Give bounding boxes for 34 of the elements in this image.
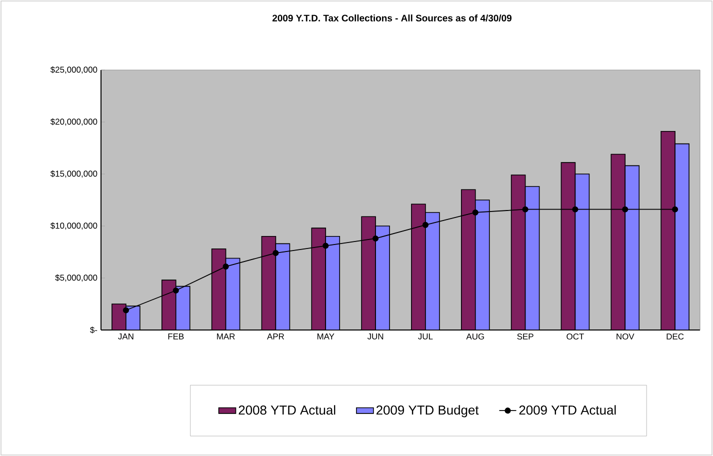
point — [522, 206, 528, 212]
x-tick-label: SEP — [517, 334, 534, 340]
point — [122, 307, 129, 314]
legend-label: 2009 YTD Actual — [519, 405, 616, 415]
x-tick-label: JUN — [367, 334, 384, 340]
x-tick-label: APR — [267, 334, 284, 340]
point — [672, 206, 678, 212]
point — [572, 206, 578, 212]
legend-label: 2009 YTD Budget — [376, 405, 479, 418]
point — [322, 242, 329, 249]
point — [372, 235, 379, 242]
x-tick-label: FEB — [168, 334, 184, 340]
point — [172, 287, 179, 294]
y-tick-label: $25,000,000 — [50, 66, 98, 74]
x-tick-label: JAN — [118, 334, 134, 340]
point — [272, 250, 279, 256]
point — [622, 206, 628, 212]
x-tick-label: MAY — [317, 334, 334, 340]
x-tick-label: NOV — [616, 334, 634, 340]
x-tick-label: MAR — [217, 334, 235, 340]
y-tick-label: $20,000,000 — [50, 118, 98, 126]
x-tick-label: OCT — [566, 334, 584, 340]
y-tick-label: $15,000,000 — [50, 170, 98, 178]
y-tick-label: $5,000,000 — [55, 274, 98, 282]
point — [222, 264, 229, 270]
x-tick-label: AUG — [466, 334, 484, 340]
point — [422, 222, 428, 228]
chart-title: 2009 Y.T.D. Tax Collections - All Sources as of 4/30/09 — [272, 14, 512, 22]
x-tick-label: JUL — [418, 334, 433, 340]
legend-label: 2008 YTD Actual — [238, 405, 336, 415]
point — [472, 209, 478, 216]
x-tick-label: DEC — [666, 334, 684, 340]
y-tick-label: $10,000,000 — [50, 222, 98, 230]
y-tick-label: $- — [90, 326, 98, 334]
